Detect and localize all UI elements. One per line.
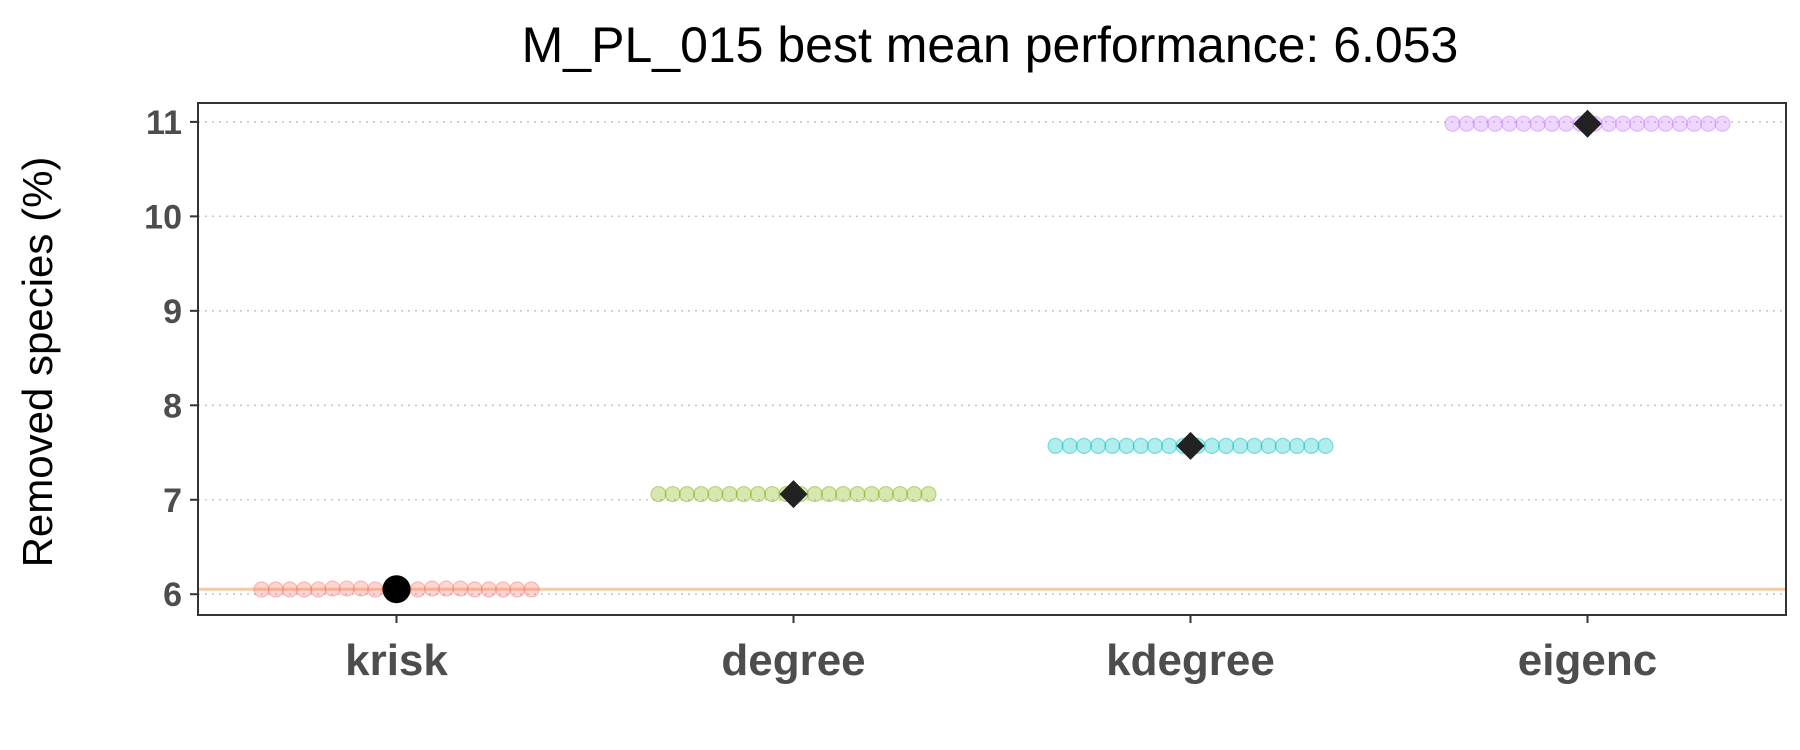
x-tick-label-kdegree: kdegree bbox=[1106, 636, 1275, 685]
data-point-eigenc bbox=[1657, 115, 1674, 132]
data-point-kdegree bbox=[1203, 437, 1220, 455]
data-point-eigenc bbox=[1529, 115, 1546, 132]
gridlines bbox=[198, 121, 1786, 596]
data-point-degree bbox=[849, 485, 866, 503]
data-point-eigenc bbox=[1600, 115, 1617, 132]
data-point-eigenc bbox=[1629, 115, 1646, 132]
data-point-krisk bbox=[523, 581, 540, 598]
y-tick-label: 7 bbox=[163, 482, 182, 520]
data-point-krisk bbox=[338, 580, 355, 597]
data-point-eigenc bbox=[1458, 115, 1475, 132]
data-point-krisk bbox=[281, 581, 299, 598]
data-point-eigenc bbox=[1685, 115, 1703, 132]
data-point-kdegree bbox=[1161, 437, 1178, 455]
data-point-krisk bbox=[253, 581, 270, 598]
y-tick-label: 10 bbox=[144, 198, 182, 236]
data-point-degree bbox=[863, 485, 880, 503]
data-point-degree bbox=[877, 485, 894, 503]
data-point-krisk bbox=[452, 580, 469, 597]
data-point-eigenc bbox=[1714, 115, 1731, 132]
data-point-degree bbox=[707, 485, 724, 503]
y-tick-label: 9 bbox=[163, 293, 182, 331]
y-axis-label: Removed species (%) bbox=[14, 157, 61, 568]
data-point-kdegree bbox=[1303, 437, 1320, 455]
data-point-krisk bbox=[423, 580, 441, 597]
data-point-krisk bbox=[296, 581, 313, 598]
mean-marker-krisk bbox=[382, 575, 411, 604]
data-point-kdegree bbox=[1075, 437, 1093, 455]
data-point-kdegree bbox=[1288, 437, 1306, 455]
data-point-kdegree bbox=[1260, 437, 1277, 455]
data-point-eigenc bbox=[1643, 115, 1660, 132]
data-point-eigenc bbox=[1444, 115, 1461, 132]
data-point-eigenc bbox=[1614, 115, 1632, 132]
y-ticks: 6 7 8 9 10 11 bbox=[144, 104, 198, 614]
data-point-degree bbox=[693, 485, 710, 503]
data-point-degree bbox=[920, 485, 937, 503]
data-point-eigenc bbox=[1487, 115, 1504, 132]
data-point-krisk bbox=[324, 580, 341, 597]
data-point-degree bbox=[835, 485, 852, 503]
data-point-kdegree bbox=[1132, 437, 1149, 455]
data-point-degree bbox=[764, 485, 781, 503]
data-point-degree bbox=[664, 485, 681, 503]
data-point-degree bbox=[820, 485, 838, 503]
data-point-eigenc bbox=[1700, 115, 1717, 132]
data-point-kdegree bbox=[1146, 437, 1164, 455]
mean-marker-kdegree bbox=[1176, 431, 1205, 460]
data-point-kdegree bbox=[1104, 437, 1121, 455]
data-point-kdegree bbox=[1090, 437, 1107, 455]
data-point-degree bbox=[749, 485, 767, 503]
data-point-krisk bbox=[267, 581, 284, 598]
data-point-krisk bbox=[438, 580, 455, 597]
x-tick-label-degree: degree bbox=[721, 636, 865, 685]
x-ticks: krisk degree kdegree eigenc bbox=[345, 615, 1657, 685]
y-tick-label: 11 bbox=[146, 104, 182, 142]
data-point-kdegree bbox=[1217, 437, 1235, 455]
y-tick-label: 6 bbox=[163, 576, 182, 614]
data-point-eigenc bbox=[1501, 115, 1518, 132]
mean-markers bbox=[382, 109, 1602, 604]
data-point-eigenc bbox=[1558, 115, 1575, 132]
data-point-degree bbox=[650, 485, 667, 503]
chart-title: M_PL_015 best mean performance: 6.053 bbox=[522, 17, 1459, 73]
data-point-krisk bbox=[409, 581, 426, 598]
data-points bbox=[253, 115, 1731, 598]
data-point-eigenc bbox=[1543, 115, 1561, 132]
data-point-krisk bbox=[367, 581, 384, 598]
data-point-eigenc bbox=[1472, 115, 1490, 132]
data-point-eigenc bbox=[1515, 115, 1532, 132]
data-point-krisk bbox=[466, 581, 483, 598]
data-point-kdegree bbox=[1047, 437, 1064, 455]
data-point-krisk bbox=[509, 581, 526, 598]
mean-marker-degree bbox=[779, 480, 808, 509]
data-point-degree bbox=[906, 485, 923, 503]
data-point-krisk bbox=[494, 581, 512, 598]
data-point-degree bbox=[806, 485, 823, 503]
data-point-degree bbox=[721, 485, 738, 503]
data-point-krisk bbox=[310, 581, 327, 598]
data-point-degree bbox=[735, 485, 752, 503]
data-point-degree bbox=[678, 485, 696, 503]
data-point-degree bbox=[891, 485, 909, 503]
data-point-kdegree bbox=[1317, 437, 1334, 455]
y-tick-label: 8 bbox=[163, 387, 182, 425]
data-point-kdegree bbox=[1061, 437, 1078, 455]
data-point-kdegree bbox=[1232, 437, 1249, 455]
data-point-krisk bbox=[352, 580, 370, 597]
x-tick-label-krisk: krisk bbox=[345, 636, 448, 685]
data-point-krisk bbox=[480, 581, 497, 598]
data-point-eigenc bbox=[1671, 115, 1688, 132]
data-point-kdegree bbox=[1274, 437, 1291, 455]
plot-frame bbox=[197, 102, 1787, 616]
x-tick-label-eigenc: eigenc bbox=[1518, 636, 1657, 685]
data-point-kdegree bbox=[1118, 437, 1135, 455]
data-point-kdegree bbox=[1246, 437, 1263, 455]
mean-marker-eigenc bbox=[1573, 109, 1602, 138]
